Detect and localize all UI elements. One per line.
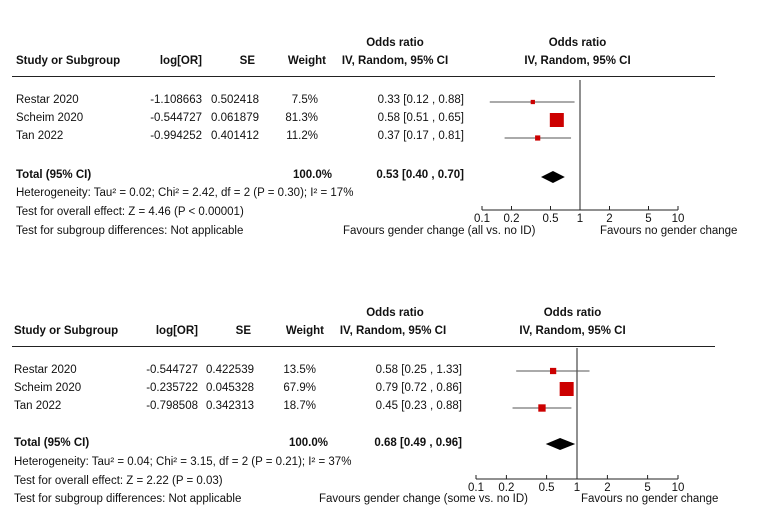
pooled-diamond <box>541 171 565 183</box>
study-name: Tan 2022 <box>14 400 62 412</box>
heterogeneity-text: Heterogeneity: Tau² = 0.04; Chi² = 3.15,… <box>14 456 352 468</box>
x-tick-label: 0.2 <box>498 482 514 494</box>
study-column-header: Study or Subgroup <box>16 55 121 67</box>
study-logor: -0.544727 <box>146 364 198 376</box>
overall-effect-text: Test for overall effect: Z = 4.46 (P < 0… <box>16 206 244 218</box>
study-se: 0.061879 <box>211 112 259 124</box>
forest-plot-area: 0.1 0.2 0.5 1 2 5 10 <box>474 80 685 225</box>
study-se: 0.342313 <box>206 400 254 412</box>
x-tick-label: 1 <box>577 213 583 225</box>
or-method-header: IV, Random, 95% CI <box>341 55 449 67</box>
study-ci: 0.58 [0.51 , 0.65] <box>377 112 464 124</box>
favours-right-label: Favours no gender change <box>581 493 719 505</box>
forest-plot-panel-2: Odds ratio Odds ratio Study or Subgroup … <box>0 270 772 527</box>
study-logor: -0.798508 <box>146 400 198 412</box>
weight-column-header: Weight <box>285 325 324 337</box>
study-column-header: Study or Subgroup <box>14 325 119 337</box>
study-name: Scheim 2020 <box>14 382 82 394</box>
study-se: 0.045328 <box>206 382 254 394</box>
study-marker <box>530 99 535 105</box>
x-tick-label: 5 <box>645 213 651 225</box>
x-tick-label: 0.5 <box>539 482 555 494</box>
overall-effect-text: Test for overall effect: Z = 2.22 (P = 0… <box>14 475 223 487</box>
x-tick-label: 0.1 <box>474 213 490 225</box>
study-name: Restar 2020 <box>16 94 79 106</box>
study-ci: 0.33 [0.12 , 0.88] <box>377 94 464 106</box>
se-column-header: SE <box>239 55 255 67</box>
total-weight: 100.0% <box>292 169 332 181</box>
favours-right-label: Favours no gender change <box>600 225 738 237</box>
study-logor: -0.235722 <box>146 382 198 394</box>
study-ci: 0.45 [0.23 , 0.88] <box>375 400 462 412</box>
x-tick-label: 10 <box>672 482 685 494</box>
study-weight: 13.5% <box>283 364 316 376</box>
total-ci: 0.53 [0.40 , 0.70] <box>376 169 464 181</box>
plot-method-header: IV, Random, 95% CI <box>519 325 626 337</box>
study-marker <box>535 135 541 141</box>
study-logor: -1.108663 <box>150 94 202 106</box>
study-weight: 81.3% <box>285 112 318 124</box>
study-weight: 7.5% <box>291 94 318 106</box>
x-tick-label: 10 <box>672 213 685 225</box>
x-tick-label: 2 <box>604 482 610 494</box>
study-weight: 67.9% <box>283 382 316 394</box>
forest-plot-area: 0.1 0.2 0.5 1 2 5 10 <box>468 348 685 494</box>
study-name: Restar 2020 <box>14 364 77 376</box>
plot-column-title: Odds ratio <box>543 307 602 319</box>
logor-column-header: log[OR] <box>159 55 202 67</box>
study-marker <box>549 113 564 127</box>
favours-left-label: Favours gender change (some vs. no ID) <box>319 493 529 505</box>
x-tick-label: 0.5 <box>542 213 558 225</box>
study-marker <box>538 404 546 412</box>
study-name: Scheim 2020 <box>16 112 84 124</box>
study-ci: 0.79 [0.72 , 0.86] <box>375 382 462 394</box>
total-ci: 0.68 [0.49 , 0.96] <box>374 437 462 449</box>
or-column-title: Odds ratio <box>366 37 424 49</box>
forest-plot-panel-1: Odds ratio Odds ratio Study or Subgroup … <box>0 0 772 257</box>
x-tick-label: 5 <box>644 482 650 494</box>
heterogeneity-text: Heterogeneity: Tau² = 0.02; Chi² = 2.42,… <box>16 187 354 199</box>
or-column-title: Odds ratio <box>366 307 424 319</box>
x-tick-label: 1 <box>574 482 580 494</box>
plot-method-header: IV, Random, 95% CI <box>524 55 631 67</box>
total-label: Total (95% CI) <box>14 437 90 449</box>
study-se: 0.502418 <box>211 94 259 106</box>
favours-left-label: Favours gender change (all vs. no ID) <box>343 225 536 237</box>
study-weight: 11.2% <box>286 130 318 142</box>
subgroup-diff-text: Test for subgroup differences: Not appli… <box>16 225 244 237</box>
study-se: 0.401412 <box>211 130 259 142</box>
study-marker <box>559 382 574 396</box>
weight-column-header: Weight <box>287 55 326 67</box>
study-logor: -0.544727 <box>150 112 202 124</box>
or-method-header: IV, Random, 95% CI <box>339 325 447 337</box>
pooled-diamond <box>545 438 576 450</box>
logor-column-header: log[OR] <box>155 325 198 337</box>
total-weight: 100.0% <box>288 437 328 449</box>
study-name: Tan 2022 <box>16 130 64 142</box>
header-divider <box>12 76 715 77</box>
x-tick-label: 0.1 <box>468 482 484 494</box>
header-divider <box>12 346 715 347</box>
x-tick-label: 2 <box>606 213 612 225</box>
subgroup-diff-text: Test for subgroup differences: Not appli… <box>14 493 242 505</box>
plot-column-title: Odds ratio <box>548 37 607 49</box>
total-label: Total (95% CI) <box>16 169 92 181</box>
study-weight: 18.7% <box>283 400 316 412</box>
study-marker <box>549 367 557 375</box>
x-tick-label: 0.2 <box>504 213 520 225</box>
study-logor: -0.994252 <box>150 130 202 142</box>
se-column-header: SE <box>235 325 251 337</box>
study-ci: 0.58 [0.25 , 1.33] <box>375 364 462 376</box>
study-se: 0.422539 <box>206 364 254 376</box>
study-ci: 0.37 [0.17 , 0.81] <box>377 130 464 142</box>
